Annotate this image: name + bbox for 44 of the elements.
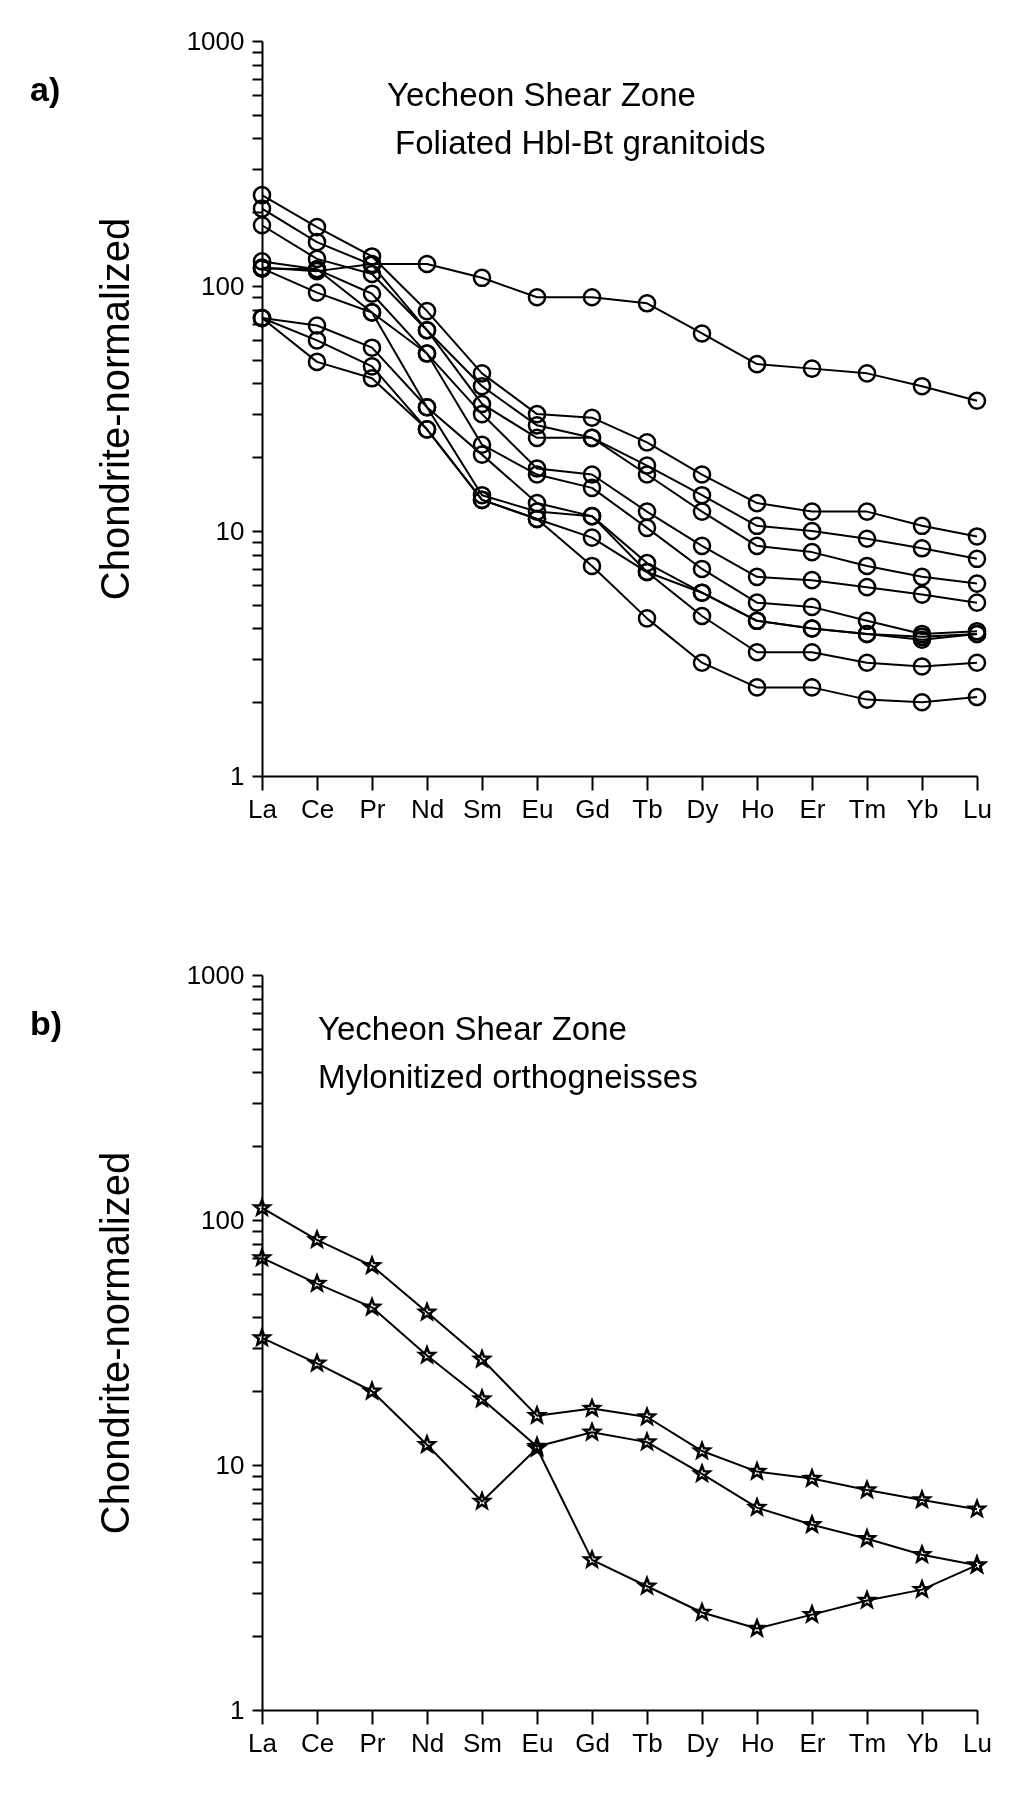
text: b) [30, 1004, 63, 1042]
x-tick-label: Nd [410, 793, 445, 824]
x-tick-label: Er [799, 793, 826, 824]
y-tick-label: 1 [230, 760, 245, 791]
y-tick-label: 1000 [186, 25, 245, 56]
x-tick-label: Pr [359, 793, 386, 824]
x-tick-label: La [248, 1727, 278, 1758]
x-tick-label: Lu [963, 1727, 992, 1758]
y-axis-title: Chondrite-normalized [92, 217, 137, 601]
x-tick-label: Lu [963, 793, 992, 824]
x-tick-label: Dy [686, 1727, 719, 1758]
annotation: Mylonitized orthogneisses [318, 1058, 698, 1095]
y-tick-label: 100 [201, 1204, 245, 1235]
x-tick-label: Yb [906, 1727, 939, 1758]
x-tick-label: Nd [410, 1727, 445, 1758]
x-tick-label: Ce [300, 793, 335, 824]
x-tick-label: Gd [575, 1727, 610, 1758]
x-tick-label: Tb [632, 793, 663, 824]
x-tick-label: Pr [359, 1727, 386, 1758]
y-tick-label: 100 [201, 270, 245, 301]
x-tick-label: Ho [740, 1727, 775, 1758]
annotation: Yecheon Shear Zone [318, 1010, 627, 1047]
x-tick-label: Dy [686, 793, 719, 824]
annotation: Yecheon Shear Zone [387, 76, 696, 113]
x-tick-label: Tb [632, 1727, 663, 1758]
x-tick-label: Tm [848, 1727, 887, 1758]
x-tick-label: Eu [521, 1727, 554, 1758]
text: a) [30, 70, 61, 108]
x-tick-label: La [248, 793, 278, 824]
x-tick-label: Tm [848, 793, 887, 824]
x-tick-label: Sm [463, 793, 502, 824]
x-tick-label: Eu [521, 793, 554, 824]
y-tick-label: 10 [215, 1449, 245, 1480]
x-tick-label: Gd [575, 793, 610, 824]
y-tick-label: 1 [230, 1694, 245, 1725]
y-tick-label: 10 [215, 515, 245, 546]
y-tick-label: 1000 [186, 959, 245, 990]
x-tick-label: Yb [906, 793, 939, 824]
annotation: Foliated Hbl-Bt granitoids [395, 124, 766, 161]
x-tick-label: Ce [300, 1727, 335, 1758]
y-axis-title: Chondrite-normalized [92, 1151, 137, 1535]
x-tick-label: Er [799, 1727, 826, 1758]
x-tick-label: Sm [463, 1727, 502, 1758]
x-tick-label: Ho [740, 793, 775, 824]
